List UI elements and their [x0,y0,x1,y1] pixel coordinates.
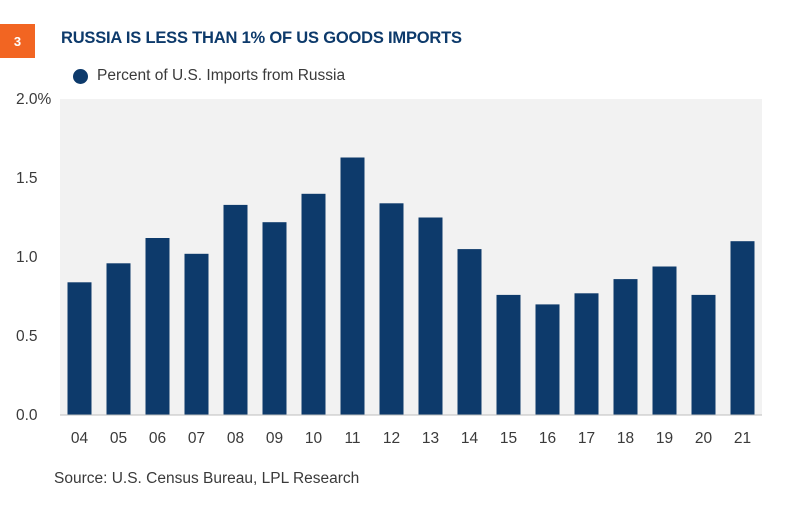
x-tick-label-12: 12 [383,430,400,447]
bar-13 [418,217,443,415]
y-tick-label: 1.0 [16,249,38,266]
bar-11 [340,157,365,415]
x-tick-label-07: 07 [188,430,205,447]
x-tick-label-19: 19 [656,430,673,447]
y-tick-label: 2.0% [16,91,52,108]
bar-21 [730,241,755,415]
x-tick-label-13: 13 [422,430,439,447]
bar-05 [106,263,131,415]
bar-04 [67,282,92,415]
legend: Percent of U.S. Imports from Russia [73,67,345,85]
chart-title: RUSSIA IS LESS THAN 1% OF US GOODS IMPOR… [61,29,462,47]
legend-swatch [73,68,88,84]
bar-09 [262,222,287,415]
x-tick-label-09: 09 [266,430,283,447]
bar-19 [652,266,677,415]
bar-08 [223,204,248,415]
bar-17 [574,293,599,415]
x-tick-label-18: 18 [617,430,634,447]
x-tick-label-17: 17 [578,430,595,447]
x-tick-label-14: 14 [461,430,479,447]
y-tick-label: 0.0 [16,407,38,424]
x-tick-label-05: 05 [110,430,127,447]
legend-label: Percent of U.S. Imports from Russia [97,67,346,84]
y-tick-label: 1.5 [16,170,38,187]
x-tick-label-04: 04 [71,430,89,447]
x-tick-label-06: 06 [149,430,166,447]
bar-12 [379,203,404,415]
x-tick-label-10: 10 [305,430,323,447]
source-note: Source: U.S. Census Bureau, LPL Research [54,470,360,487]
bar-16 [535,304,560,415]
chart-number-badge: 3 [0,24,35,58]
bar-06 [145,238,170,415]
bar-14 [457,249,482,415]
x-tick-label-20: 20 [695,430,713,447]
bar-18 [613,279,638,415]
x-tick-label-11: 11 [344,430,360,447]
x-tick-label-16: 16 [539,430,556,447]
x-tick-label-08: 08 [227,430,244,447]
x-tick-label-21: 21 [734,430,751,447]
x-tick-label-15: 15 [500,430,517,447]
bar-10 [301,193,326,415]
plot-background [60,99,762,415]
bar-20 [691,294,716,415]
bar-15 [496,294,521,415]
bar-07 [184,253,209,415]
y-tick-label: 0.5 [16,328,38,345]
